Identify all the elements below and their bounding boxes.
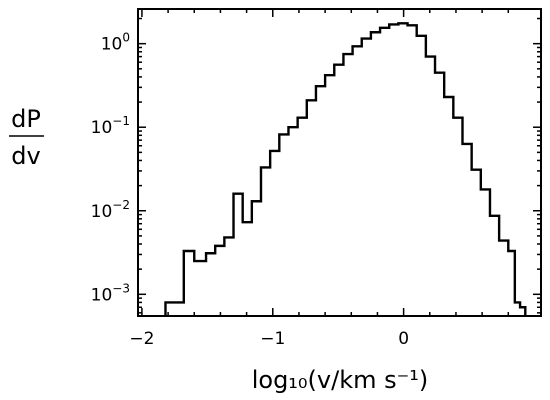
x-tick-label: −2	[129, 329, 154, 349]
x-tick-labels: −2 −1 0	[129, 329, 409, 349]
y-axis-label: dP dv	[9, 105, 44, 170]
axis-ticks	[138, 9, 541, 316]
y-tick-label: 10−3	[91, 281, 130, 305]
y-tick-label: 100	[101, 31, 130, 55]
x-tick-label: 0	[398, 329, 409, 349]
x-tick-label: −1	[260, 329, 285, 349]
y-axis-label-numerator: dP	[11, 105, 41, 133]
plot-frame	[137, 8, 542, 317]
y-tick-label: 10−1	[91, 114, 130, 138]
histogram-step-line	[164, 22, 527, 316]
x-axis-label: log₁₀(v/km s⁻¹)	[252, 366, 429, 394]
y-axis-label-denominator: dv	[11, 142, 40, 170]
y-tick-label: 10−2	[91, 198, 130, 222]
y-tick-labels: 10−3 10−2 10−1 100	[91, 31, 130, 306]
